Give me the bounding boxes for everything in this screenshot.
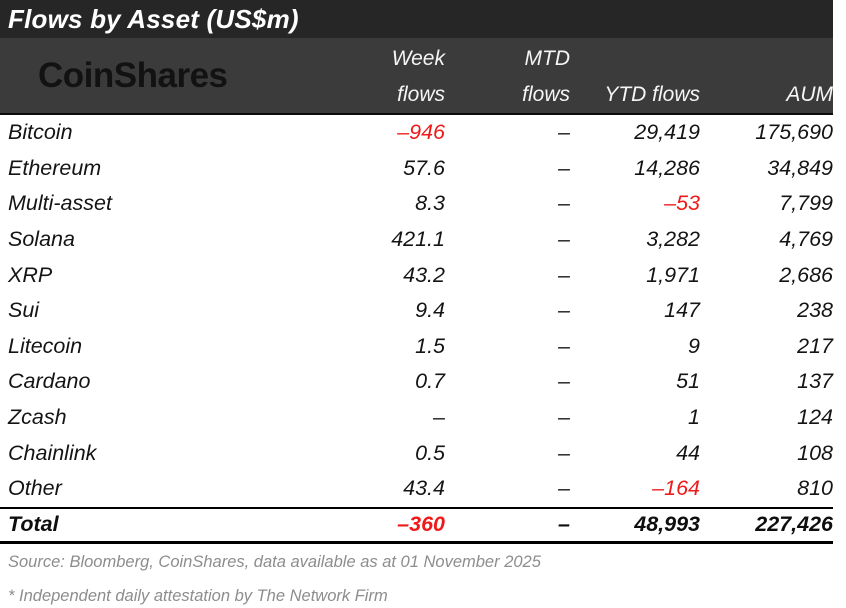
mtd-flows-value: – bbox=[558, 405, 570, 430]
week-flows-value: 57.6 bbox=[403, 155, 445, 180]
aum-value: 137 bbox=[797, 369, 833, 394]
mtd-flows-value: – bbox=[558, 155, 570, 180]
title-bar: Flows by Asset (US$m) bbox=[0, 0, 833, 38]
mtd-flows-value: – bbox=[558, 227, 570, 252]
total-ytd-value: 48,993 bbox=[634, 512, 700, 537]
ytd-flows-value: 9 bbox=[688, 333, 700, 358]
mtd-flows-value: – bbox=[558, 333, 570, 358]
ytd-flows-value: 44 bbox=[676, 440, 700, 465]
source-note: Source: Bloomberg, CoinShares, data avai… bbox=[8, 552, 541, 571]
ytd-flows-value: 51 bbox=[676, 369, 700, 394]
table-row: Zcash – – 1 124 bbox=[0, 400, 833, 436]
attestation-note: * Independent daily attestation by The N… bbox=[8, 586, 388, 605]
asset-name: Litecoin bbox=[8, 333, 83, 358]
total-week-value: –360 bbox=[397, 512, 445, 537]
week-flows-value: 0.5 bbox=[415, 440, 445, 465]
column-header-week-flows: Week flows bbox=[330, 38, 445, 113]
table-row: Solana 421.1 – 3,282 4,769 bbox=[0, 222, 833, 258]
asset-name: Zcash bbox=[8, 405, 67, 430]
ytd-flows-value: 14,286 bbox=[634, 155, 700, 180]
aum-value: 2,686 bbox=[779, 262, 833, 287]
brand-cell: CoinShares bbox=[0, 38, 330, 113]
column-header-week-line1: Week bbox=[391, 47, 445, 70]
table-row: Cardano 0.7 – 51 137 bbox=[0, 364, 833, 400]
asset-name: Other bbox=[8, 476, 62, 501]
week-flows-value: 1.5 bbox=[415, 333, 445, 358]
total-mtd-value: – bbox=[558, 512, 570, 537]
table-row: Chainlink 0.5 – 44 108 bbox=[0, 435, 833, 471]
ytd-flows-value: –164 bbox=[652, 476, 700, 501]
column-header-mtd-line2: flows bbox=[522, 82, 570, 106]
aum-value: 810 bbox=[797, 476, 833, 501]
ytd-flows-value: 1,971 bbox=[646, 262, 700, 287]
asset-name: Ethereum bbox=[8, 155, 102, 180]
week-flows-value: 421.1 bbox=[391, 227, 445, 252]
total-row: Total –360 – 48,993 227,426 bbox=[0, 506, 833, 544]
aum-value: 238 bbox=[797, 298, 833, 323]
table-row: Multi-asset 8.3 – –53 7,799 bbox=[0, 186, 833, 222]
ytd-flows-value: 3,282 bbox=[646, 227, 700, 252]
mtd-flows-value: – bbox=[558, 120, 570, 145]
column-header-mtd-flows: MTD flows bbox=[445, 38, 570, 113]
table-row: Litecoin 1.5 – 9 217 bbox=[0, 329, 833, 365]
week-flows-value: 43.2 bbox=[403, 262, 445, 287]
coinshares-logo: CoinShares bbox=[38, 55, 228, 95]
week-flows-value: 9.4 bbox=[415, 298, 445, 323]
asset-name: Sui bbox=[8, 298, 40, 323]
week-flows-value: 0.7 bbox=[415, 369, 445, 394]
table-row: XRP 43.2 – 1,971 2,686 bbox=[0, 257, 833, 293]
table-header: CoinShares Week flows MTD flows YTD flow… bbox=[0, 38, 833, 115]
footer: Source: Bloomberg, CoinShares, data avai… bbox=[0, 544, 846, 606]
week-flows-value: –946 bbox=[397, 120, 445, 145]
asset-name: Cardano bbox=[8, 369, 91, 394]
week-flows-value: 8.3 bbox=[415, 191, 445, 216]
table-row: Ethereum 57.6 – 14,286 34,849 bbox=[0, 151, 833, 187]
column-header-ytd-flows: YTD flows bbox=[570, 38, 700, 113]
column-header-ytd-label: YTD flows bbox=[604, 82, 700, 106]
column-header-week-line2: flows bbox=[397, 82, 445, 106]
mtd-flows-value: – bbox=[558, 476, 570, 501]
table-row: Sui 9.4 – 147 238 bbox=[0, 293, 833, 329]
asset-name: Bitcoin bbox=[8, 120, 73, 145]
table-body: Bitcoin –946–29,419 175,690 Ethereum 57.6–14… bbox=[0, 115, 833, 507]
mtd-flows-value: – bbox=[558, 440, 570, 465]
ytd-flows-value: 29,419 bbox=[634, 120, 700, 145]
aum-value: 4,769 bbox=[779, 227, 833, 252]
ytd-flows-value: 1 bbox=[688, 405, 700, 430]
aum-value: 7,799 bbox=[779, 191, 833, 216]
aum-value: 175,690 bbox=[755, 120, 833, 145]
total-label: Total bbox=[8, 512, 59, 537]
asset-name: Solana bbox=[8, 227, 75, 252]
ytd-flows-value: –53 bbox=[664, 191, 700, 216]
table-row: Other 43.4 – –164 810 bbox=[0, 471, 833, 507]
mtd-flows-value: – bbox=[558, 298, 570, 323]
week-flows-value: – bbox=[433, 405, 445, 430]
week-flows-value: 43.4 bbox=[403, 476, 445, 501]
asset-name: Chainlink bbox=[8, 440, 97, 465]
page-title: Flows by Asset (US$m) bbox=[8, 3, 299, 34]
column-header-mtd-line1: MTD bbox=[524, 47, 571, 70]
column-header-aum-label: AUM bbox=[786, 82, 833, 106]
mtd-flows-value: – bbox=[558, 191, 570, 216]
asset-name: Multi-asset bbox=[8, 191, 112, 216]
mtd-flows-value: – bbox=[558, 369, 570, 394]
aum-value: 108 bbox=[797, 440, 833, 465]
mtd-flows-value: – bbox=[558, 262, 570, 287]
aum-value: 217 bbox=[797, 333, 833, 358]
aum-value: 34,849 bbox=[767, 155, 833, 180]
ytd-flows-value: 147 bbox=[664, 298, 700, 323]
table-row: Bitcoin –946 – 29,419 175,690 bbox=[0, 115, 833, 151]
total-aum-value: 227,426 bbox=[755, 512, 833, 537]
column-header-aum: AUM bbox=[700, 38, 833, 113]
aum-value: 124 bbox=[797, 405, 833, 430]
asset-name: XRP bbox=[8, 262, 53, 287]
